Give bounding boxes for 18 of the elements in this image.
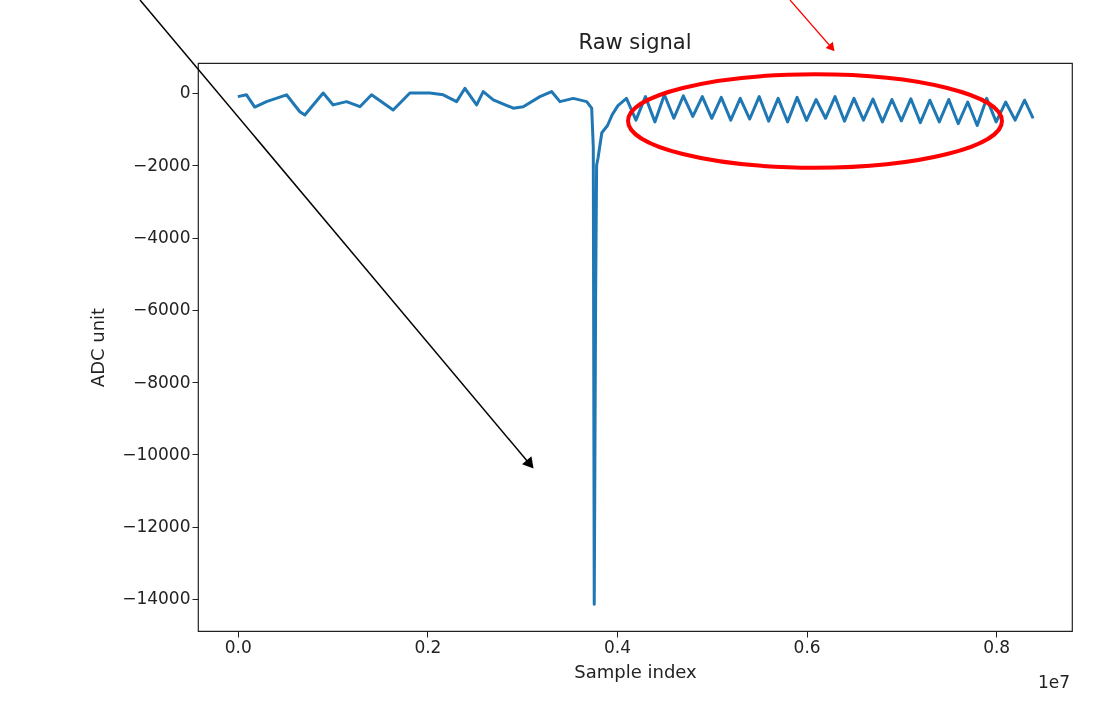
y-tick-label: 0 <box>179 82 191 103</box>
y-tick-label: −14000 <box>122 588 191 609</box>
y-axis-title: ADC unit <box>87 307 109 388</box>
text: 1e7 <box>1037 672 1070 692</box>
y-tick-label: −12000 <box>122 516 191 537</box>
y-tick-label: −6000 <box>132 299 191 320</box>
x-tick-label: 0.0 <box>224 636 252 657</box>
y-tick-label: −2000 <box>132 154 191 175</box>
x-axis-title: Sample index <box>574 660 698 682</box>
line-series <box>236 86 1035 606</box>
x-tick-label: 0.8 <box>983 636 1011 657</box>
y-tick-label: −10000 <box>122 443 191 464</box>
y-tick-label: −4000 <box>132 227 191 248</box>
x-tick-label: 0.4 <box>603 636 632 657</box>
chart-title: Raw signal <box>578 30 692 54</box>
x-tick-label: 0.6 <box>793 636 821 657</box>
x-tick-label: 0.2 <box>414 636 442 657</box>
y-tick-label: −8000 <box>132 371 191 392</box>
